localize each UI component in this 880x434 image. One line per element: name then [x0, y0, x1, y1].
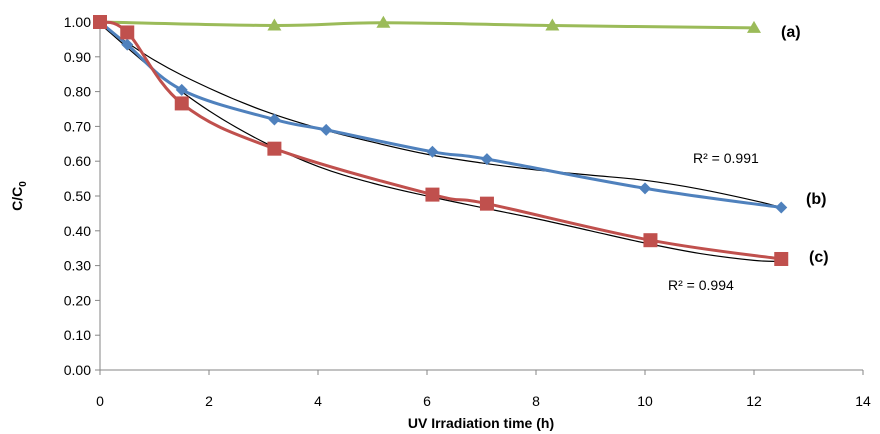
series-line-b	[98, 20, 783, 209]
x-tick-label: 0	[96, 393, 104, 409]
data-point-c	[643, 233, 658, 248]
y-axis-title: C/C0	[9, 181, 29, 211]
x-tick-label: 12	[746, 393, 762, 409]
series-tag-c: (c)	[809, 249, 829, 266]
data-point-a	[267, 18, 282, 31]
series-tag-b: (b)	[806, 191, 826, 208]
y-tick-label: 0.20	[64, 292, 91, 308]
x-tick-label: 14	[855, 393, 871, 409]
series-line-a	[98, 20, 756, 30]
trendline-b	[99, 23, 782, 209]
y-tick-label: 0.80	[64, 84, 91, 100]
data-point-b	[480, 153, 493, 166]
axes	[99, 22, 863, 371]
data-point-c	[174, 96, 189, 111]
data-point-c	[479, 196, 494, 211]
series-tag-a: (a)	[781, 24, 801, 41]
y-tick-label: 0.70	[64, 118, 91, 134]
data-point-b	[121, 38, 134, 51]
y-tick-label: 0.40	[64, 223, 91, 239]
data-point-a	[376, 15, 391, 28]
y-axis-title-subscript: 0	[18, 181, 29, 187]
data-point-c	[774, 251, 789, 266]
data-point-c	[93, 15, 107, 29]
labels: (a) (b) R² = 0.991 (c) R² = 0.994	[668, 24, 829, 293]
trendlines	[99, 23, 782, 263]
y-tick-label: 0.50	[64, 188, 91, 204]
data-point-a	[747, 20, 761, 33]
series-line-c	[98, 20, 783, 261]
x-tick-label: 4	[314, 393, 322, 409]
y-axis-title-group: C/C0	[9, 181, 29, 211]
data-point-c	[120, 25, 135, 40]
data-point-b	[175, 83, 188, 96]
y-axis-title-main: C/C	[9, 187, 25, 211]
data-point-b	[775, 201, 788, 214]
trendline-c	[99, 23, 782, 263]
r-squared-label-c: R² = 0.994	[668, 277, 734, 293]
data-point-b	[426, 145, 439, 158]
data-point-c	[267, 141, 282, 156]
y-tick-label: 1.00	[64, 14, 91, 30]
y-tick-label: 0.90	[64, 49, 91, 65]
x-tick-label: 10	[637, 393, 653, 409]
x-tick-label: 6	[423, 393, 431, 409]
y-tick-label: 0.30	[64, 258, 91, 274]
series	[93, 15, 789, 266]
x-tick-label: 8	[532, 393, 540, 409]
y-tick-label: 0.00	[64, 362, 91, 378]
data-point-c	[425, 187, 440, 202]
data-point-b	[320, 123, 333, 136]
y-tick-label: 0.10	[64, 327, 91, 343]
ticks: 0.00 0.10 0.20 0.30 0.40 0.50 0.60 0.70 0.80 0.90…	[64, 14, 871, 409]
r-squared-label-b: R² = 0.991	[693, 150, 759, 166]
y-tick-label: 0.60	[64, 153, 91, 169]
x-axis-title: UV Irradiation time (h)	[408, 415, 554, 431]
data-point-a	[545, 18, 560, 31]
x-tick-label: 2	[205, 393, 213, 409]
data-point-b	[268, 113, 281, 126]
data-point-b	[639, 182, 651, 195]
